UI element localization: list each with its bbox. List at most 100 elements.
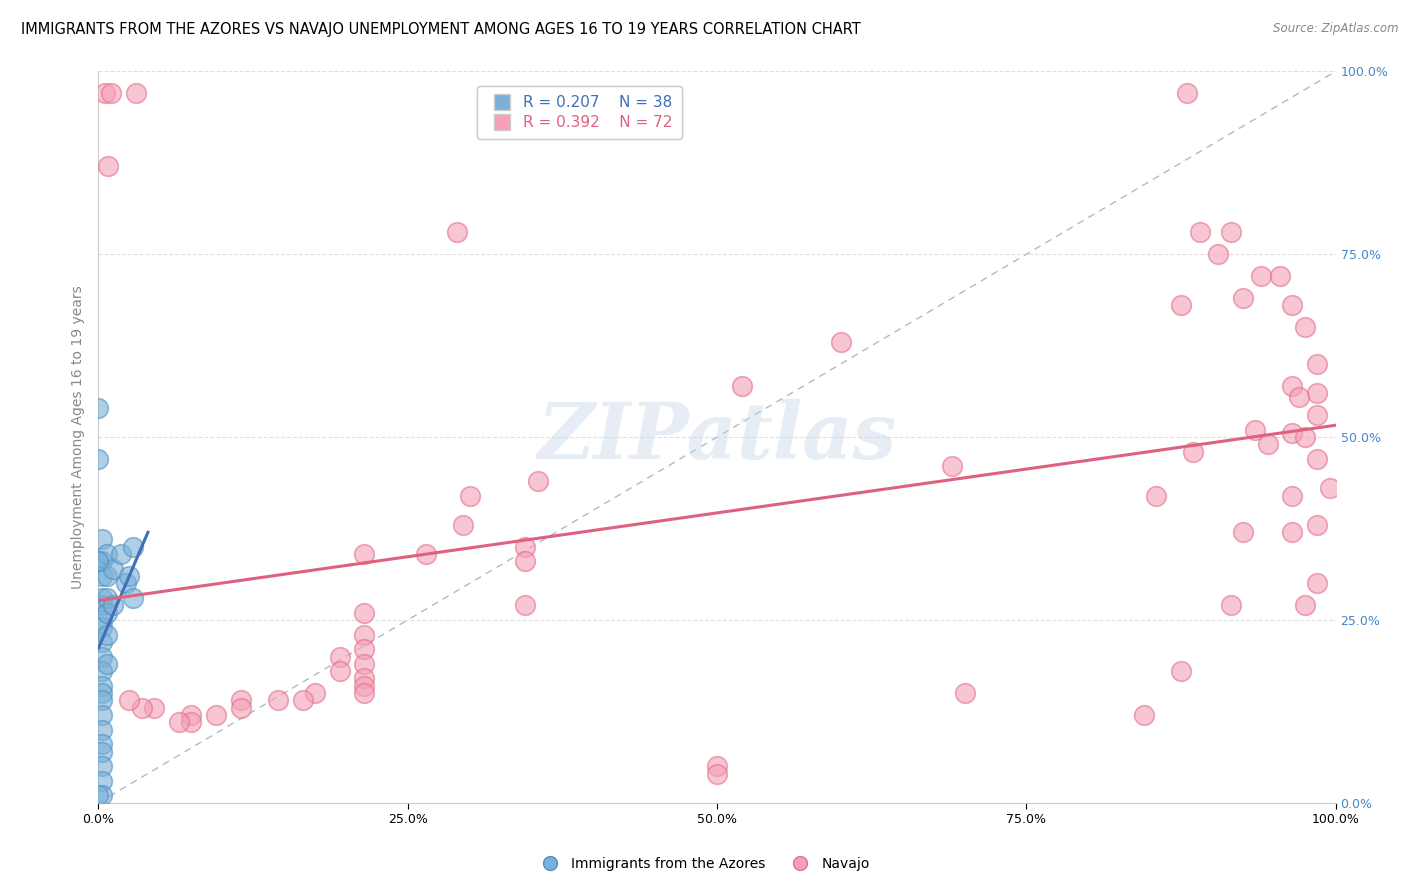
Point (1306, 452, 1329, 467)
Point (953, 686, 976, 700)
Point (1170, 664, 1192, 678)
Point (96, 569, 118, 583)
Point (91, 723, 114, 737)
Point (1281, 525, 1303, 540)
Y-axis label: Unemployment Among Ages 16 to 19 years: Unemployment Among Ages 16 to 19 years (72, 285, 86, 589)
Point (91, 679, 114, 693)
Point (1281, 489, 1303, 503)
Point (515, 554, 537, 568)
Point (1294, 599, 1316, 613)
Point (91, 773, 114, 788)
Point (941, 459, 963, 474)
Point (91, 533, 114, 547)
Point (1281, 426, 1303, 441)
Point (91, 789, 114, 803)
Point (353, 679, 375, 693)
Point (1294, 320, 1316, 334)
Point (87, 401, 110, 415)
Point (515, 540, 537, 554)
Point (1133, 708, 1156, 723)
Point (1232, 525, 1254, 540)
Point (91, 599, 114, 613)
Point (353, 642, 375, 657)
Point (96, 591, 118, 605)
Point (1188, 225, 1211, 239)
Point (731, 379, 754, 393)
Point (91, 708, 114, 723)
Point (91, 569, 114, 583)
Point (1294, 430, 1316, 444)
Point (229, 693, 252, 707)
Point (91, 737, 114, 751)
Point (124, 87, 146, 101)
Point (131, 700, 153, 714)
Point (1175, 87, 1198, 101)
Point (1306, 386, 1329, 401)
Point (353, 606, 375, 620)
Point (91, 635, 114, 649)
Point (1281, 379, 1303, 393)
Point (706, 766, 728, 780)
Point (118, 693, 141, 707)
Point (1182, 444, 1205, 458)
Point (353, 672, 375, 686)
Point (96, 547, 118, 561)
Point (103, 599, 125, 613)
Legend: Immigrants from the Azores, Navajo: Immigrants from the Azores, Navajo (531, 851, 875, 876)
Point (96, 606, 118, 620)
Point (96, 627, 118, 641)
Point (329, 664, 352, 678)
Text: IMMIGRANTS FROM THE AZORES VS NAVAJO UNEMPLOYMENT AMONG AGES 16 TO 19 YEARS CORR: IMMIGRANTS FROM THE AZORES VS NAVAJO UNE… (21, 22, 860, 37)
Point (706, 759, 728, 773)
Point (87, 554, 110, 568)
Point (526, 474, 548, 488)
Point (91, 745, 114, 759)
Point (1257, 437, 1279, 451)
Point (353, 686, 375, 700)
Point (91, 554, 114, 568)
Point (458, 489, 481, 503)
Point (91, 591, 114, 605)
Point (830, 334, 852, 349)
Point (87, 452, 110, 467)
Point (267, 693, 290, 707)
Point (143, 700, 166, 714)
Point (453, 517, 475, 532)
Legend: R = 0.207    N = 38, R = 0.392    N = 72: R = 0.207 N = 38, R = 0.392 N = 72 (477, 87, 682, 139)
Point (515, 599, 537, 613)
Point (97, 160, 120, 174)
Point (91, 693, 114, 707)
Point (1268, 269, 1291, 284)
Point (1319, 481, 1341, 495)
Text: Source: ZipAtlas.com: Source: ZipAtlas.com (1274, 22, 1399, 36)
Point (180, 708, 202, 723)
Point (100, 87, 122, 101)
Point (1144, 489, 1167, 503)
Point (1244, 423, 1267, 437)
Point (353, 547, 375, 561)
Point (122, 591, 145, 605)
Point (118, 569, 141, 583)
Point (1281, 298, 1303, 312)
Point (1206, 247, 1229, 261)
Point (1306, 576, 1329, 591)
Point (229, 700, 252, 714)
Point (1288, 390, 1310, 404)
Point (291, 693, 314, 707)
Point (91, 686, 114, 700)
Point (91, 620, 114, 634)
Point (114, 576, 136, 591)
Point (1306, 357, 1329, 371)
Point (353, 627, 375, 641)
Point (103, 562, 125, 576)
Point (205, 708, 228, 723)
Point (1306, 408, 1329, 422)
Point (1250, 269, 1272, 284)
Point (1306, 517, 1329, 532)
Point (167, 715, 190, 730)
Point (87, 554, 110, 568)
Point (1170, 298, 1192, 312)
Point (91, 649, 114, 664)
Point (329, 649, 352, 664)
Point (1232, 291, 1254, 305)
